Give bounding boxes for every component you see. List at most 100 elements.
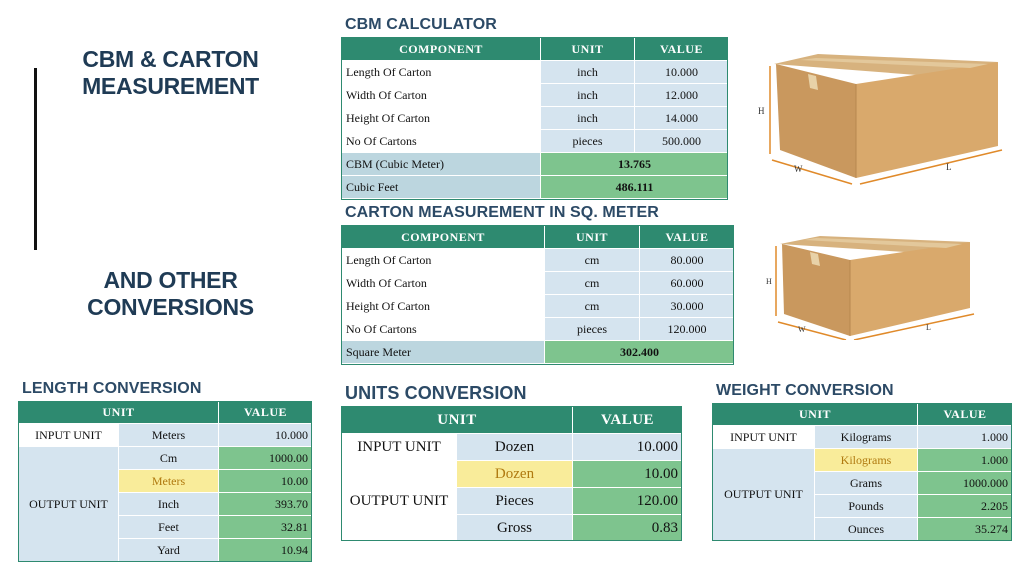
main-title: CBM & CARTON MEASUREMENT <box>58 46 283 100</box>
component-cell: No Of Cartons <box>341 129 541 153</box>
value-input[interactable]: 10.000 <box>634 60 729 84</box>
cbm-title: CBM CALCULATOR <box>345 16 497 33</box>
input-unit-select[interactable]: Meters <box>117 423 220 447</box>
value-input[interactable]: 500.000 <box>634 129 729 153</box>
sqm-header-component: COMPONENT <box>341 225 545 249</box>
units-header-row: UNIT VALUE <box>340 406 684 434</box>
value-input[interactable]: 120.000 <box>639 317 735 341</box>
table-row: Pounds 2.205 <box>713 494 1014 518</box>
unit-cell: cm <box>544 271 640 295</box>
table-row: No Of Cartons pieces 500.000 <box>341 129 729 153</box>
table-row: INPUT UNIT Kilograms 1.000 <box>712 425 1014 449</box>
table-row: Pieces 120.00 <box>342 487 684 515</box>
input-value-field[interactable]: 10.000 <box>572 433 684 461</box>
result-row: Cubic Feet 486.111 <box>341 175 729 199</box>
sqm-header-unit: UNIT <box>544 225 640 249</box>
weight-header-row: UNIT VALUE <box>711 403 1014 426</box>
value-input[interactable]: 80.000 <box>639 248 735 272</box>
value-input[interactable]: 30.000 <box>639 294 735 318</box>
output-value-cell: 32.81 <box>218 515 314 539</box>
carton-box-image-small: H W L <box>766 236 975 340</box>
weight-header-unit: UNIT <box>711 403 919 426</box>
output-value-cell: 35.274 <box>917 517 1014 541</box>
table-row: INPUT UNIT Dozen 10.000 <box>341 433 684 461</box>
cbm-result-value: 13.765 <box>540 152 729 176</box>
input-value-field[interactable]: 1.000 <box>917 425 1014 449</box>
component-cell: Length Of Carton <box>341 248 545 272</box>
output-unit-cell: Ounces <box>813 517 919 541</box>
output-value-cell: 10.00 <box>572 460 684 488</box>
output-unit-label: OUTPUT UNIT <box>18 446 119 562</box>
unit-cell: inch <box>540 83 635 107</box>
component-cell: Length Of Carton <box>341 60 541 84</box>
length-header-unit: UNIT <box>17 401 220 424</box>
unit-cell: pieces <box>540 129 635 153</box>
result-label: Cubic Feet <box>341 175 541 199</box>
result-row: CBM (Cubic Meter) 13.765 <box>341 152 729 176</box>
output-unit-label: OUTPUT UNIT <box>712 448 815 541</box>
input-unit-label: INPUT UNIT <box>341 433 457 461</box>
carton-box-image: H W L <box>758 54 1003 185</box>
output-value-cell: 10.00 <box>218 469 314 493</box>
unit-cell: cm <box>544 294 640 318</box>
length-header-value: VALUE <box>218 401 314 424</box>
output-value-cell: 1000.000 <box>917 471 1014 495</box>
result-label: CBM (Cubic Meter) <box>341 152 541 176</box>
component-cell: Height Of Carton <box>341 294 545 318</box>
input-unit-select[interactable]: Dozen <box>455 433 574 461</box>
input-unit-select[interactable]: Kilograms <box>813 425 919 449</box>
main-title-line2: MEASUREMENT <box>82 73 259 99</box>
output-unit-cell: Grams <box>813 471 919 495</box>
cbm-header-component: COMPONENT <box>341 37 541 61</box>
sqm-table: COMPONENT UNIT VALUE Length Of Carton cm… <box>341 225 735 364</box>
subtitle-line2: CONVERSIONS <box>87 294 254 320</box>
table-row: No Of Cartons pieces 120.000 <box>341 317 735 341</box>
component-cell: Width Of Carton <box>341 271 545 295</box>
sqm-title: CARTON MEASUREMENT IN SQ. METER <box>345 204 659 221</box>
input-unit-label: INPUT UNIT <box>712 425 815 449</box>
unit-cell: pieces <box>544 317 640 341</box>
table-row: OUTPUT UNIT Kilograms 1.000 <box>712 448 1014 541</box>
sqm-header-value: VALUE <box>639 225 735 249</box>
box-w-label: W <box>798 325 806 334</box>
component-cell: No Of Cartons <box>341 317 545 341</box>
output-unit-cell-highlight: Meters <box>117 469 220 493</box>
value-input[interactable]: 60.000 <box>639 271 735 295</box>
sqm-header-row: COMPONENT UNIT VALUE <box>341 225 735 249</box>
weight-title: WEIGHT CONVERSION <box>716 382 894 399</box>
cubic-feet-result-value: 486.111 <box>540 175 729 199</box>
unit-cell: cm <box>544 248 640 272</box>
length-title: LENGTH CONVERSION <box>22 380 202 397</box>
output-unit-label: OUTPUT UNIT <box>341 460 457 542</box>
value-input[interactable]: 14.000 <box>634 106 729 130</box>
box-h-label: H <box>766 277 772 286</box>
units-header-value: VALUE <box>572 406 684 434</box>
subtitle: AND OTHER CONVERSIONS <box>58 267 283 321</box>
value-input[interactable]: 12.000 <box>634 83 729 107</box>
square-meter-result-value: 302.400 <box>544 340 735 364</box>
box-l-label: L <box>926 323 931 332</box>
weight-header-value: VALUE <box>917 403 1014 426</box>
box-h-label: H <box>758 106 765 116</box>
input-value-field[interactable]: 10.000 <box>218 423 314 447</box>
box-w-label: W <box>794 164 803 174</box>
vertical-divider <box>34 68 37 250</box>
table-row: Gross 0.83 <box>342 514 684 542</box>
table-row: Height Of Carton cm 30.000 <box>341 294 735 318</box>
table-row: Width Of Carton inch 12.000 <box>341 83 729 107</box>
table-row: Width Of Carton cm 60.000 <box>341 271 735 295</box>
cbm-header-unit: UNIT <box>540 37 635 61</box>
table-row: Grams 1000.000 <box>713 471 1014 495</box>
output-value-cell: 120.00 <box>572 487 684 515</box>
input-unit-label: INPUT UNIT <box>18 423 119 447</box>
units-header-unit: UNIT <box>340 406 574 434</box>
table-row: Length Of Carton inch 10.000 <box>341 60 729 84</box>
output-unit-cell: Cm <box>117 446 220 470</box>
cbm-header-value: VALUE <box>634 37 729 61</box>
output-unit-cell-highlight: Kilograms <box>813 448 919 472</box>
output-unit-cell: Inch <box>117 492 220 516</box>
subtitle-line1: AND OTHER <box>103 267 238 293</box>
output-value-cell: 0.83 <box>572 514 684 542</box>
output-unit-cell: Pieces <box>455 487 574 515</box>
output-value-cell: 1.000 <box>917 448 1014 472</box>
